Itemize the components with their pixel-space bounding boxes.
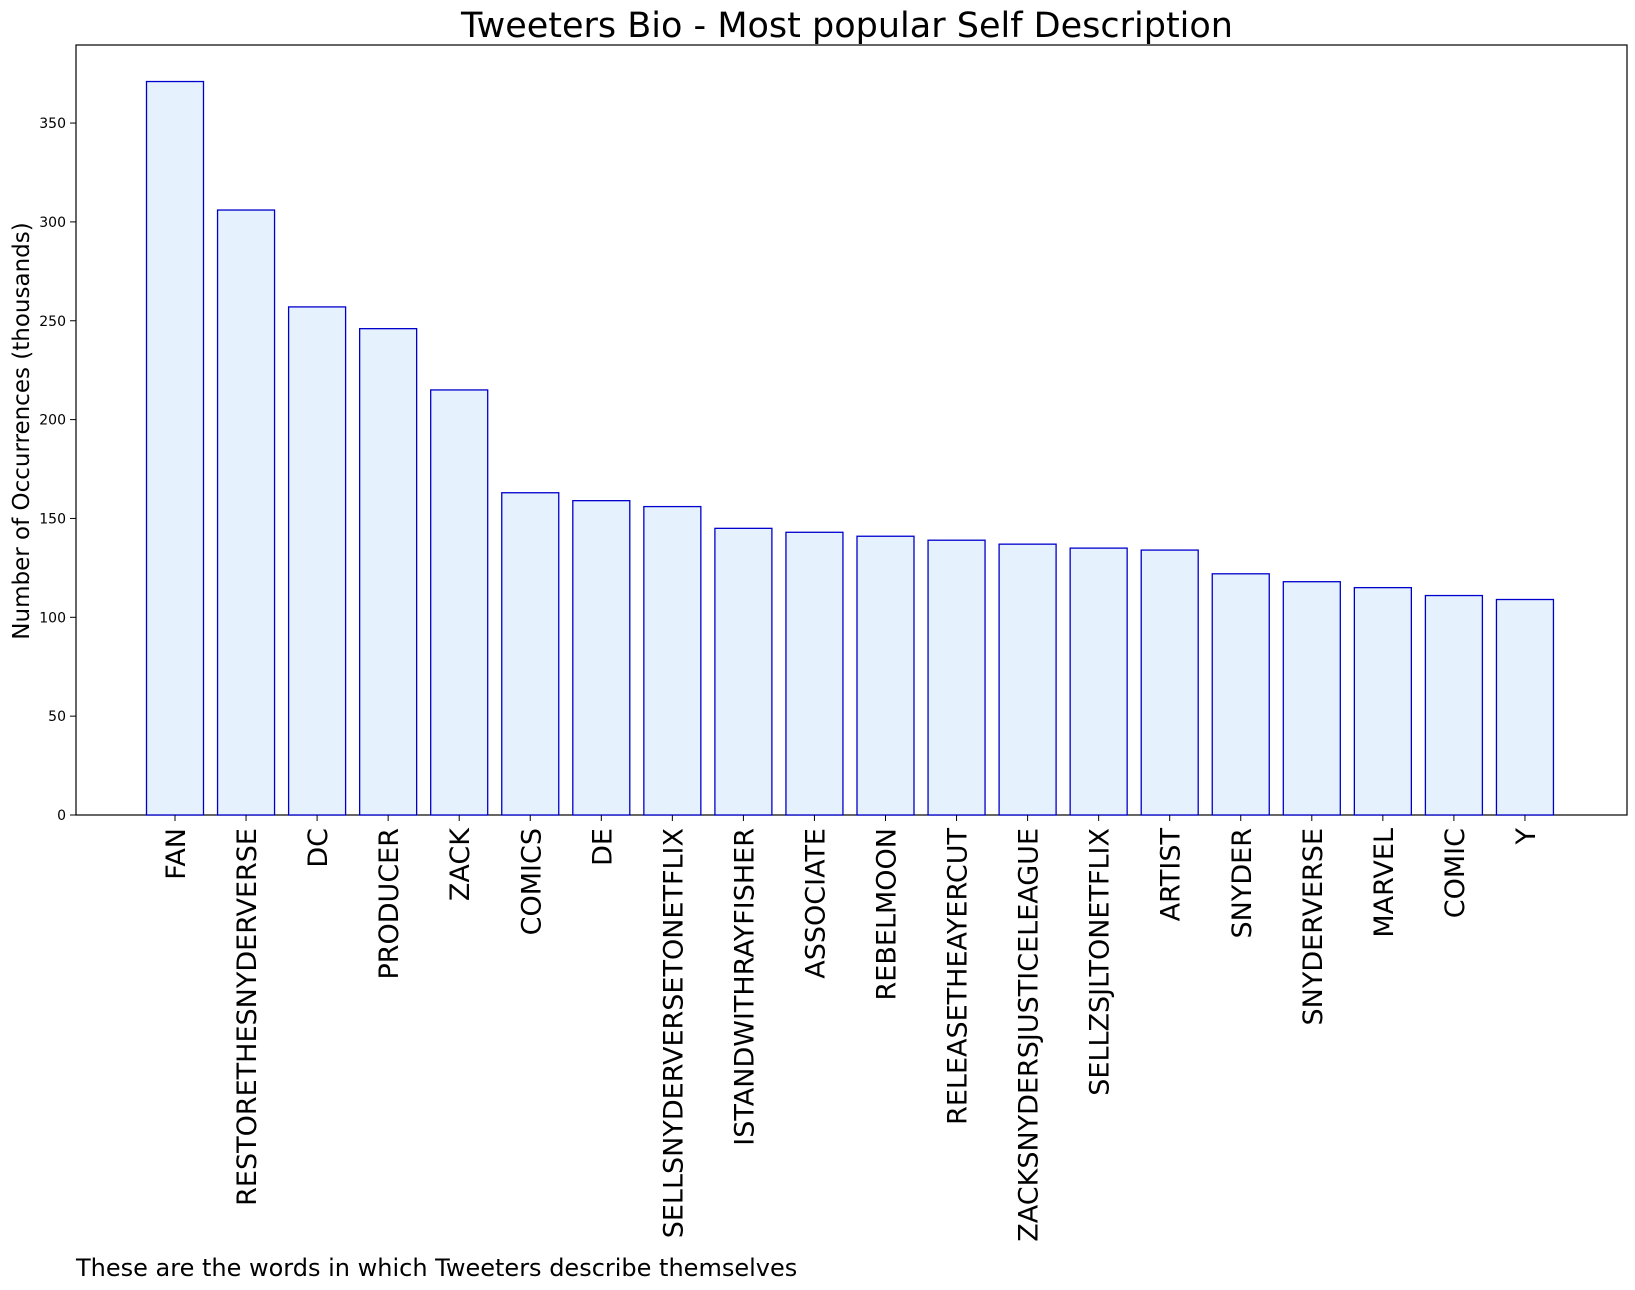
x-tick-label: RELEASETHEAYERCUT (943, 828, 974, 1125)
bar-comic (1424, 594, 1484, 816)
y-tick-label: 200 (39, 413, 66, 429)
bars-group (145, 80, 1555, 816)
x-tick-label: ASSOCIATE (800, 828, 831, 979)
x-tick-label: ZACK (445, 827, 476, 901)
x-tick-label: REBELMOON (872, 828, 903, 1000)
y-tick-label: 50 (48, 709, 66, 725)
bar-associate (785, 531, 844, 816)
x-tick-label: RESTORETHESNYDERVERSE (232, 828, 263, 1206)
bar-producer (358, 328, 418, 816)
y-tick-label: 300 (39, 215, 66, 231)
y-tick-label: 0 (57, 808, 66, 824)
x-tick-label: SNYDERVERSE (1298, 828, 1329, 1025)
bar-dc (287, 306, 347, 816)
x-tick-label: COMIC (1440, 828, 1471, 918)
x-tick-label: SELLZSJLTONETFLIX (1085, 828, 1116, 1096)
x-tick-label: DC (303, 828, 334, 868)
bar-snyderverse (1282, 581, 1341, 816)
x-tick-label: FAN (161, 828, 192, 880)
bar-artist (1140, 549, 1199, 816)
y-axis-ticks: 0 50 100 150 200 250 300 350 (39, 116, 76, 824)
x-tick-label: Y (1511, 828, 1542, 846)
bar-istandwithrayfisher (714, 527, 773, 816)
bar-y (1495, 598, 1555, 816)
x-tick-label: DE (587, 828, 618, 866)
y-tick-label: 150 (39, 511, 66, 527)
bar-zack (430, 389, 489, 816)
chart-title: Tweeters Bio - Most popular Self Descrip… (460, 6, 1233, 46)
bar-sellsnyderversetonetflix (643, 505, 702, 816)
chart-caption: These are the words in which Tweeters de… (75, 1254, 797, 1282)
x-tick-label: ARTIST (1156, 827, 1187, 921)
x-tick-label: ZACKSNYDERSJUSTICELEAGUE (1014, 828, 1045, 1242)
bar-releasetheayercut (927, 539, 986, 816)
bar-marvel (1353, 586, 1412, 816)
x-axis-ticks: FAN RESTORETHESNYDERVERSE DC PRODUCER ZACK CO… (161, 815, 1542, 1242)
y-tick-label: 100 (39, 610, 66, 626)
x-tick-label: SNYDER (1227, 828, 1258, 938)
bar-rebelmoon (856, 535, 915, 816)
x-tick-label: SELLSNYDERVERSETONETFLIX (658, 828, 689, 1238)
bar-restorethesnyderverse (216, 209, 276, 816)
x-tick-label: MARVEL (1369, 828, 1400, 938)
plot-frame (75, 44, 1628, 816)
y-tick-label: 350 (39, 116, 66, 132)
bar-comics (501, 492, 560, 816)
x-tick-label: ISTANDWITHRAYFISHER (729, 828, 760, 1146)
bar-fan (145, 80, 205, 816)
bar-de (572, 500, 631, 816)
x-tick-label: PRODUCER (374, 828, 405, 980)
bar-sellzsjltonetflix (1069, 547, 1128, 816)
y-tick-label: 250 (39, 314, 66, 330)
x-tick-label: COMICS (516, 828, 547, 935)
bar-zacksnydersjusticeleague (998, 543, 1057, 816)
y-axis-label: Number of Occurrences (thousands) (9, 222, 35, 639)
bar-snyder (1211, 573, 1270, 816)
